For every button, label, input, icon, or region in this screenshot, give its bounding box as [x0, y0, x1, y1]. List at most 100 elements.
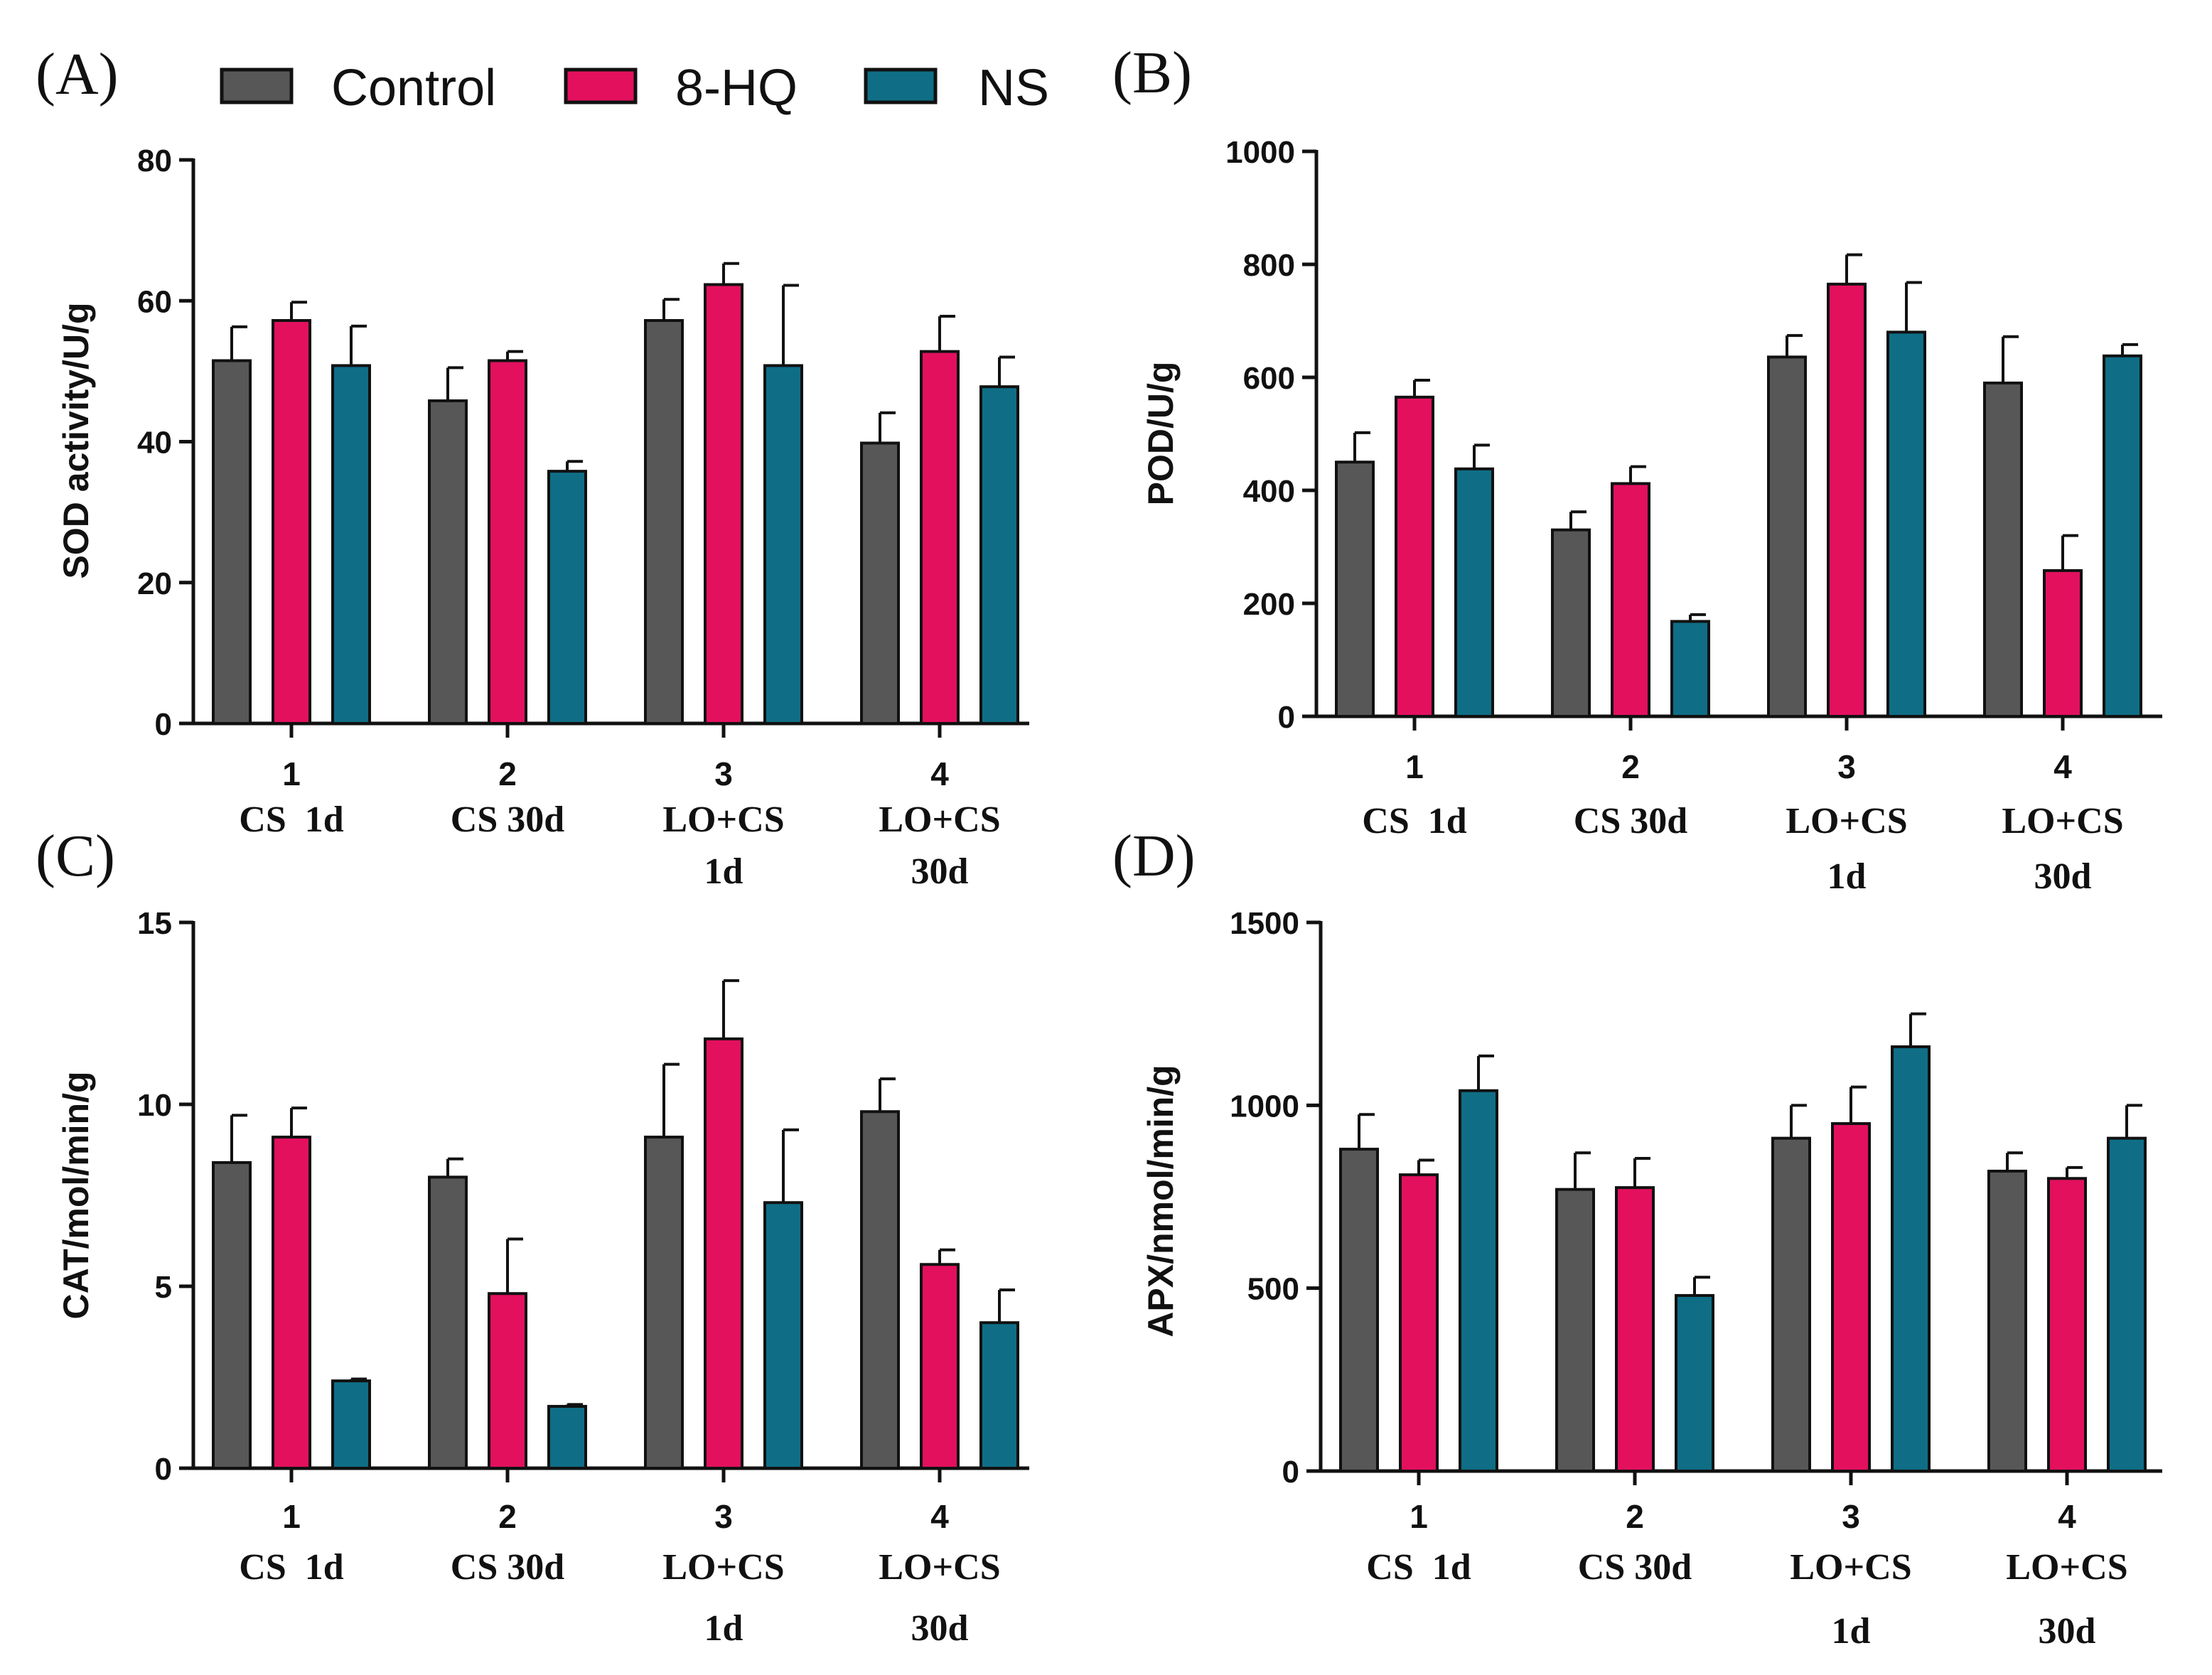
- legend-item-8hq: 8-HQ: [564, 60, 798, 117]
- bar-8hq: [920, 350, 960, 725]
- bar-ns: [1891, 1045, 1931, 1472]
- bar-ns: [2103, 354, 2142, 718]
- bar-ns: [1886, 330, 1926, 718]
- bar-control: [1551, 528, 1591, 718]
- y-tick-label: 0: [155, 1452, 172, 1487]
- bar-8hq: [704, 1037, 743, 1470]
- bar-8hq: [1399, 1173, 1439, 1472]
- bar-control: [1987, 1169, 2027, 1473]
- bar-8hq: [2047, 1177, 2087, 1473]
- bar-control: [212, 359, 252, 725]
- panel-d-apx: (D) APX/nmol/min/g 0 500 1000 1500 1 CS 1d 2 CS 3…: [1112, 823, 2162, 1652]
- legend-label-8hq: 8-HQ: [675, 60, 798, 117]
- category-label: LO+CS: [2006, 1547, 2127, 1588]
- panel-b-pod: (B) POD/U/g 0 200 400 600 800 1000 1 CS 1d 2 CS 30d…: [1112, 40, 2162, 897]
- category-label: LO+CS: [879, 1547, 1000, 1588]
- category-label: CS 30d: [451, 1547, 564, 1588]
- bar-8hq: [1395, 395, 1434, 718]
- x-tick-label: 1: [1410, 1498, 1428, 1535]
- y-axis-label: APX/nmol/min/g: [1141, 1065, 1181, 1337]
- legend-item-control: Control: [220, 60, 496, 117]
- y-tick-label: 800: [1243, 248, 1295, 283]
- y-tick-label: 1000: [1225, 135, 1295, 170]
- bar-ns: [1670, 620, 1710, 718]
- category-label: CS 1d: [1362, 801, 1466, 841]
- y-tick-label: 5: [155, 1270, 172, 1305]
- category-label: LO+CS: [1786, 801, 1907, 841]
- bar-control: [1555, 1187, 1595, 1472]
- x-tick-label: 3: [1837, 748, 1856, 785]
- bar-ns: [1454, 467, 1494, 718]
- y-tick-label: 1000: [1230, 1089, 1299, 1124]
- bar-8hq: [920, 1263, 960, 1470]
- bar-control: [1983, 381, 2023, 718]
- bar-control: [428, 1175, 468, 1470]
- bar-control: [860, 441, 900, 725]
- y-tick-label: 60: [137, 284, 172, 319]
- y-tick-label: 200: [1243, 587, 1295, 622]
- category-label: 30d: [2039, 1611, 2096, 1652]
- x-tick-label: 1: [282, 755, 301, 792]
- y-tick-label: 40: [137, 426, 172, 461]
- x-tick-label: 2: [498, 1498, 517, 1535]
- y-tick-label: 15: [137, 906, 172, 941]
- bar-8hq: [488, 359, 527, 725]
- y-tick-label: 20: [137, 566, 172, 601]
- y-tick-label: 600: [1243, 361, 1295, 396]
- y-tick-label: 1500: [1230, 906, 1299, 941]
- y-tick-label: 0: [155, 707, 172, 742]
- panel-c-cat: (C) CAT/mol/min/g 0 5 10 15 1 CS 1d 2 CS 30d 3 LO+C…: [36, 823, 1029, 1649]
- y-tick-label: 400: [1243, 474, 1295, 509]
- category-label: CS 1d: [239, 799, 343, 840]
- panel-letter: (A): [36, 41, 119, 107]
- category-label: 1d: [1827, 856, 1867, 897]
- bar-ns: [763, 1201, 803, 1470]
- x-tick-label: 3: [714, 1498, 733, 1535]
- category-label: LO+CS: [879, 799, 1000, 840]
- legend-label-control: Control: [331, 60, 496, 117]
- x-tick-label: 1: [282, 1498, 301, 1535]
- y-tick-label: 80: [137, 144, 172, 178]
- x-tick-label: 4: [930, 755, 949, 792]
- x-tick-label: 4: [2053, 748, 2072, 785]
- bar-ns: [547, 470, 587, 725]
- bar-ns: [331, 1379, 371, 1470]
- bar-ns: [979, 1321, 1019, 1470]
- legend-swatch-ns: [864, 68, 938, 104]
- bar-control: [1767, 355, 1807, 718]
- bar-control: [212, 1160, 252, 1470]
- bar-ns: [763, 364, 803, 725]
- panel-letter: (C): [36, 823, 115, 889]
- legend-swatch-control: [220, 68, 294, 104]
- bar-ns: [1459, 1089, 1498, 1473]
- category-label: LO+CS: [2002, 801, 2123, 841]
- bar-control: [1335, 461, 1375, 718]
- category-label: 30d: [911, 1608, 969, 1649]
- category-label: 30d: [2034, 856, 2092, 897]
- bar-control: [644, 319, 684, 725]
- category-label: LO+CS: [662, 799, 784, 840]
- bar-control: [428, 399, 468, 725]
- bar-8hq: [488, 1292, 527, 1470]
- bar-ns: [331, 364, 371, 725]
- bar-8hq: [704, 283, 743, 726]
- x-tick-label: 3: [714, 755, 733, 792]
- category-label: 30d: [911, 851, 969, 892]
- category-label: 1d: [1832, 1611, 1871, 1652]
- x-tick-label: 2: [1621, 748, 1640, 785]
- x-tick-label: 4: [930, 1498, 949, 1535]
- y-tick-label: 0: [1278, 700, 1295, 735]
- x-tick-label: 4: [2058, 1498, 2076, 1535]
- x-tick-label: 2: [1626, 1498, 1644, 1535]
- bar-8hq: [1827, 282, 1867, 718]
- category-label: CS 30d: [1574, 801, 1687, 841]
- panel-letter: (D): [1112, 823, 1196, 889]
- category-label: 1d: [704, 1608, 743, 1649]
- bar-8hq: [2043, 569, 2083, 718]
- bar-8hq: [272, 1136, 311, 1470]
- bar-8hq: [1615, 1186, 1655, 1472]
- category-label: CS 30d: [1578, 1547, 1692, 1588]
- bar-control: [860, 1110, 900, 1470]
- panel-letter: (B): [1112, 40, 1192, 106]
